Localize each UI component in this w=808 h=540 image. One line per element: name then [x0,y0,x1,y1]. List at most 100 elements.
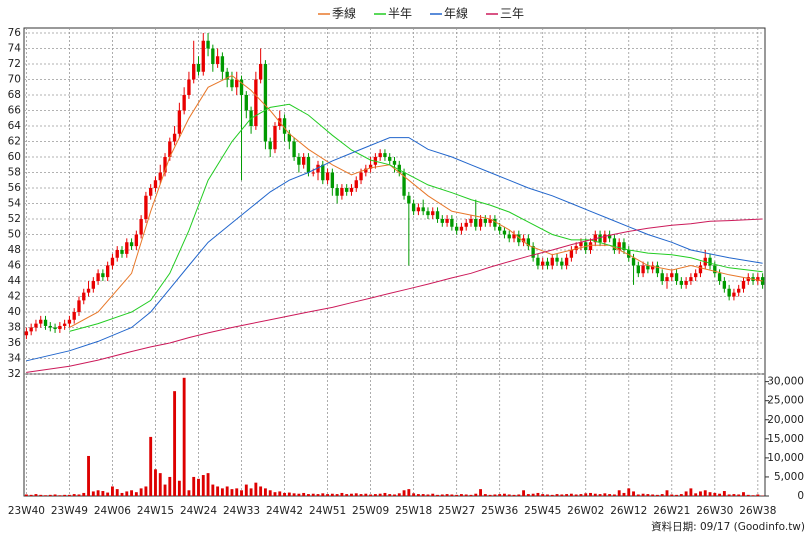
x-tick-label: 24W51 [309,505,346,517]
volume-bar [302,492,306,496]
candle-body [110,257,115,266]
candle-body [378,153,382,157]
volume-bar [378,493,382,496]
candle-body [698,265,703,274]
volume-bar [173,391,177,496]
x-tick-label: 24W42 [266,505,303,517]
volume-bar [230,489,234,496]
candle-body [717,273,722,281]
candle-body [545,261,550,266]
candle-body [569,250,574,258]
candle-body [91,281,95,289]
volume-bar [426,494,430,496]
volume-bar [660,494,664,496]
candle-body [192,64,196,80]
y-tick-label: 56 [8,182,22,194]
volume-bar [555,494,559,496]
y2-tick-label: 25,000 [767,395,804,407]
volume-bar [259,486,263,496]
y-tick-label: 54 [8,198,22,210]
volume-bar [665,490,669,496]
volume-bar [58,495,62,496]
volume-bar [737,494,741,496]
volume-bar [646,494,650,496]
volume-bar [383,492,387,496]
candle-body [722,281,727,289]
volume-bar [579,494,583,496]
candle-body [560,261,564,266]
volume-bar [746,494,750,496]
volume-bar [397,493,401,496]
footer: 資料日期: 09/17 (Goodinfo.tw) [651,520,805,533]
candle-body [163,157,167,173]
volume-bar [211,484,215,496]
candle-body [612,238,617,250]
candle-body [431,211,435,216]
candle-body [115,250,119,258]
candle-body [168,141,172,157]
candle-body [607,234,612,239]
candle-body [53,327,57,330]
x-tick-label: 26W02 [567,505,604,517]
y-tick-label: 70 [8,74,21,86]
volume-bar [373,494,377,496]
volume-bar [335,494,339,496]
y2-tick-label: 20,000 [767,414,804,426]
volume-bar [354,493,358,496]
volume-bar [149,436,153,496]
candle-body [435,211,440,219]
volume-bar [39,494,43,496]
x-tick-label: 24W06 [94,505,131,517]
legend-label: 季線 [332,6,356,21]
y-tick-label: 66 [8,105,22,117]
y-tick-label: 46 [8,260,22,272]
candle-body [421,207,425,212]
volume-bar [727,494,731,496]
x-tick-label: 23W49 [51,505,88,517]
candle-body [153,180,158,188]
volume-bar [77,494,81,496]
volume-bar [675,494,678,496]
volume-bar [507,494,511,496]
volume-bar [91,491,95,496]
candle-body [407,195,411,204]
volume-bar [182,377,186,496]
candle-body [646,265,650,270]
x-tick-label: 24W24 [180,505,217,517]
y-tick-label: 34 [8,353,22,365]
volume-bar [593,493,597,496]
candle-body [531,246,535,258]
volume-bar [459,494,463,496]
candle-body [631,257,636,266]
volume-bar [622,492,626,496]
candle-body [555,257,559,262]
x-tick-label: 25W45 [524,505,561,517]
candle-body [258,64,263,80]
candle-body [670,273,674,278]
volume-bar [407,489,411,496]
volume-bar [393,494,396,496]
candle-body [340,188,344,196]
volume-bar [154,469,157,496]
volume-bar [115,489,119,496]
candle-body [679,281,684,285]
candle-body [335,188,339,196]
volume-bar [488,494,492,496]
volume-bar [531,493,535,496]
candle-body [541,261,545,266]
volume-bar [249,488,253,496]
x-tick-label: 25W18 [395,505,432,517]
volume-bar [522,490,526,496]
y-tick-label: 32 [8,368,21,380]
volume-bar [297,493,301,496]
y2-tick-label: 10,000 [767,452,804,464]
candle-body [469,219,473,223]
volume-bar [120,492,124,496]
volume-bar [216,486,220,496]
legend-label: 半年 [388,7,412,21]
y2-tick-label: 5,000 [774,471,804,483]
volume-bar [292,493,296,496]
volume-bar [679,494,683,496]
volume-bar [450,494,454,496]
candle-body [201,40,205,72]
